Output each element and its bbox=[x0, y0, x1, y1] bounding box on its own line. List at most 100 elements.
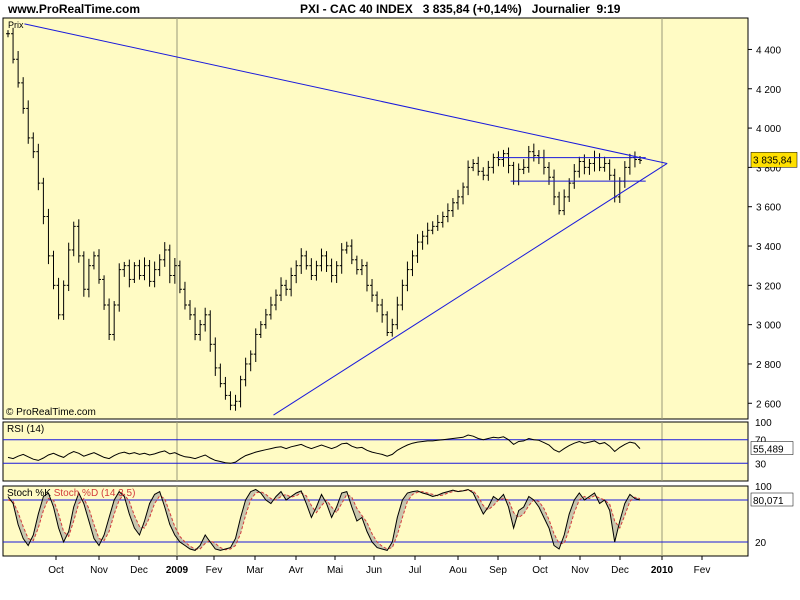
stoch-fill bbox=[23, 526, 29, 546]
x-axis-label: 2010 bbox=[651, 565, 674, 576]
price-panel-background bbox=[2, 17, 749, 420]
stoch-fill bbox=[543, 508, 549, 528]
rsi-tick-label: 70 bbox=[755, 436, 767, 447]
stoch-fill bbox=[554, 533, 560, 549]
x-axis-label: Sep bbox=[489, 565, 507, 576]
rsi-last-value-box bbox=[750, 441, 794, 455]
stoch-fill bbox=[538, 501, 544, 518]
price-tick-label: 4 000 bbox=[756, 124, 781, 135]
stoch-fill bbox=[114, 491, 120, 514]
price-last-value-box bbox=[750, 152, 798, 168]
stoch-fill bbox=[397, 500, 403, 535]
price-panel-label: Prix bbox=[8, 20, 24, 30]
stoch-fill bbox=[549, 519, 554, 546]
x-axis-label: Mar bbox=[246, 565, 264, 576]
stoch-fill bbox=[351, 497, 357, 521]
x-axis-label: Avr bbox=[289, 565, 304, 576]
stoch-fill bbox=[372, 533, 378, 548]
stoch-fill bbox=[185, 542, 190, 549]
stoch-last-value-box bbox=[750, 492, 794, 507]
x-axis-label: Dec bbox=[611, 565, 629, 576]
stoch-tick-label: 100 bbox=[755, 482, 772, 493]
stoch-fill bbox=[109, 500, 115, 532]
price-tick-label: 3 800 bbox=[756, 163, 781, 174]
x-axis-label: Fev bbox=[694, 565, 711, 576]
price-tick-label: 3 000 bbox=[756, 321, 781, 332]
stoch-fill bbox=[523, 496, 529, 514]
stoch-fill bbox=[58, 514, 64, 542]
rsi-last-value: 55,489 bbox=[753, 445, 784, 456]
stoch-fill bbox=[442, 491, 448, 496]
x-axis-label: 2009 bbox=[166, 565, 189, 576]
stoch-fill bbox=[316, 494, 322, 513]
header-bar: www.ProRealTime.com PXI - CAC 40 INDEX 3… bbox=[0, 0, 800, 18]
price-tick-label: 3 400 bbox=[756, 242, 781, 253]
stoch-fill bbox=[265, 494, 271, 504]
stoch-fill bbox=[38, 496, 44, 528]
stoch-fill bbox=[250, 489, 256, 500]
stoch-fill bbox=[624, 494, 630, 516]
stoch-fill bbox=[43, 493, 49, 511]
site-name[interactable]: www.ProRealTime.com bbox=[8, 2, 141, 16]
price-tick-label: 4 400 bbox=[756, 45, 781, 56]
stoch-fill bbox=[99, 535, 105, 546]
x-axis-label: Jul bbox=[409, 565, 422, 576]
stoch-k-legend: Stoch %K bbox=[7, 488, 54, 499]
stoch-fill bbox=[629, 494, 635, 502]
stoch-fill bbox=[240, 500, 246, 534]
chart-title: PXI - CAC 40 INDEX 3 835,84 (+0,14%) Jou… bbox=[300, 2, 621, 16]
x-axis-label: Nov bbox=[571, 565, 589, 576]
trendline-2 bbox=[273, 163, 668, 416]
stoch-fill bbox=[88, 508, 94, 539]
stoch-panel-label: Stoch %K Stoch %D (14 3 5) bbox=[7, 488, 135, 499]
stoch-fill bbox=[18, 512, 24, 539]
price-last-value: 3 835,84 bbox=[753, 155, 792, 166]
price-tick-label: 2 600 bbox=[756, 399, 781, 410]
stoch-fill bbox=[382, 546, 388, 551]
stoch-fill bbox=[164, 498, 170, 525]
rsi-tick-label: 100 bbox=[755, 418, 772, 429]
stoch-fill bbox=[134, 515, 140, 535]
watermark: © ProRealTime.com bbox=[6, 407, 96, 418]
stoch-fill bbox=[569, 500, 575, 530]
stoch-d-legend: Stoch %D (14 3 5) bbox=[54, 488, 136, 499]
x-axis-label: Aou bbox=[449, 565, 467, 576]
stoch-fill bbox=[306, 495, 312, 518]
x-axis-label: Dec bbox=[130, 565, 148, 576]
rsi-line bbox=[7, 434, 641, 464]
stoch-fill bbox=[513, 510, 519, 528]
x-axis-label: Fev bbox=[206, 565, 223, 576]
rsi-tick-label: 30 bbox=[755, 459, 767, 470]
stoch-fill bbox=[149, 494, 155, 518]
stoch-fill bbox=[493, 496, 499, 506]
stoch-fill bbox=[179, 536, 185, 546]
rsi-panel-background bbox=[2, 421, 749, 482]
x-axis-label: Oct bbox=[48, 565, 64, 576]
stoch-fill bbox=[154, 491, 160, 504]
stoch-fill bbox=[402, 493, 408, 518]
stoch-fill bbox=[169, 512, 175, 535]
stoch-fill bbox=[276, 491, 281, 500]
stoch-fill bbox=[129, 501, 135, 528]
stoch-fill bbox=[215, 543, 221, 551]
stoch-fill bbox=[574, 493, 580, 513]
stoch-d-line bbox=[7, 489, 641, 551]
stoch-fill bbox=[478, 496, 484, 514]
x-axis-label: Jun bbox=[366, 565, 382, 576]
rsi-panel-label: RSI (14) bbox=[7, 424, 44, 435]
price-tick-label: 3 600 bbox=[756, 203, 781, 214]
price-tick-label: 4 200 bbox=[756, 85, 781, 96]
stoch-k-line bbox=[7, 488, 641, 551]
stoch-fill bbox=[73, 493, 79, 521]
stoch-fill bbox=[245, 491, 251, 516]
stoch-tick-label: 20 bbox=[755, 538, 767, 549]
trendline-1 bbox=[24, 23, 668, 164]
stoch-fill bbox=[528, 496, 534, 506]
stoch-fill bbox=[367, 522, 372, 542]
stoch-fill bbox=[377, 542, 383, 549]
x-axis-label: Nov bbox=[90, 565, 108, 576]
stoch-last-value: 80,071 bbox=[753, 496, 784, 507]
price-tick-label: 3 200 bbox=[756, 281, 781, 292]
stoch-fill bbox=[174, 526, 180, 542]
